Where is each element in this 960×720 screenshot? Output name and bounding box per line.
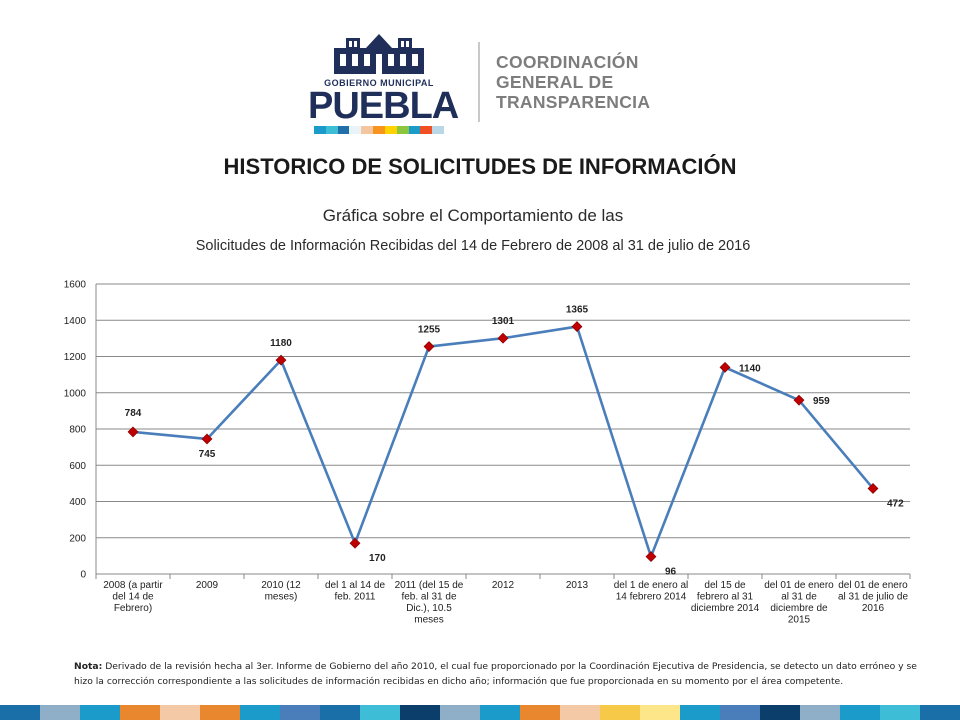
data-point	[275, 354, 287, 366]
org-name-line: COORDINACIÓN	[496, 52, 639, 72]
color-bar-segment	[320, 705, 360, 720]
data-label: 1365	[566, 305, 589, 316]
x-tick-label: 2008 (a partir del 14 de Febrero)	[103, 580, 163, 614]
data-label: 96	[665, 567, 677, 578]
color-bar-segment	[80, 705, 120, 720]
color-bar-segment	[760, 705, 800, 720]
logo-stripe	[314, 126, 326, 134]
data-label: 1140	[739, 363, 761, 374]
y-tick-label: 400	[69, 497, 86, 508]
page-title: HISTORICO DE SOLICITUDES DE INFORMACIÓN	[223, 154, 737, 179]
data-point	[127, 426, 139, 438]
logo-color-stripes	[314, 126, 444, 134]
data-label: 745	[199, 449, 216, 460]
color-bar-segment	[880, 705, 920, 720]
color-bar-segment	[200, 705, 240, 720]
color-bar-segment	[600, 705, 640, 720]
color-bar-segment	[400, 705, 440, 720]
logo-stripe	[420, 126, 433, 134]
color-bar-segment	[480, 705, 520, 720]
data-label: 959	[813, 396, 830, 407]
logo-stripe	[432, 126, 444, 134]
chart-title: Gráfica sobre el Comportamiento de las	[322, 206, 624, 225]
y-tick-label: 1600	[64, 280, 87, 291]
logo-city-name: PUEBLA	[308, 85, 459, 127]
logo-stripe	[384, 126, 397, 134]
logo-stripe	[396, 126, 409, 134]
color-bar-segment	[800, 705, 840, 720]
color-bar-segment	[640, 705, 680, 720]
x-tick-label: 2009	[196, 580, 219, 591]
y-tick-label: 1400	[64, 316, 87, 327]
x-tick-label: del 1 de enero al 14 febrero 2014	[614, 580, 689, 603]
x-tick-label: 2011 (del 15 de feb. al 31 de Dic.), 10.5 m…	[395, 580, 464, 626]
data-point	[349, 537, 361, 549]
footnote-text: Derivado de la revisión hecha al 3er. In…	[74, 661, 917, 687]
color-bar-segment	[360, 705, 400, 720]
decorative-color-bar	[0, 705, 960, 720]
y-tick-label: 200	[69, 533, 86, 544]
color-bar-segment	[120, 705, 160, 720]
logo-stripe	[361, 126, 374, 134]
header: GOBIERNO MUNICIPAL PUEBLA COORDINACIÓN G…	[0, 28, 960, 140]
color-bar-segment	[160, 705, 200, 720]
y-tick-label: 0	[80, 570, 86, 581]
data-label: 784	[125, 408, 142, 419]
x-tick-label: 2013	[566, 580, 589, 591]
series-line	[132, 325, 874, 558]
footnote-label: Nota:	[74, 661, 103, 672]
x-tick-label: del 15 de febrero al 31 diciembre 2014	[691, 580, 760, 614]
color-bar-segment	[520, 705, 560, 720]
logo-stripe	[349, 126, 362, 134]
data-label: 1301	[492, 316, 515, 327]
data-point	[867, 483, 879, 494]
logo-stripe	[325, 126, 338, 134]
y-tick-label: 1200	[64, 352, 87, 363]
x-tick-label: del 1 al 14 de feb. 2011	[325, 580, 385, 603]
color-bar-segment	[840, 705, 880, 720]
color-bar-segment	[720, 705, 760, 720]
y-tick-label: 600	[69, 461, 86, 472]
data-label: 170	[369, 553, 386, 564]
data-point	[719, 361, 731, 373]
color-bar-segment	[0, 705, 40, 720]
x-tick-label: 2012	[492, 580, 515, 591]
data-label: 1180	[270, 338, 292, 349]
data-point	[497, 332, 509, 344]
org-name: COORDINACIÓN GENERAL DE TRANSPARENCIA	[496, 52, 650, 112]
color-bar-segment	[440, 705, 480, 720]
data-point	[793, 394, 805, 406]
logo-stripe	[373, 126, 385, 134]
data-label: 1255	[418, 325, 441, 336]
x-tick-label: del 01 de enero al 31 de julio de 2016	[838, 580, 908, 614]
color-bar-segment	[240, 705, 280, 720]
data-label: 472	[887, 498, 904, 509]
data-point	[201, 433, 213, 445]
y-tick-label: 1000	[64, 388, 87, 399]
y-tick-label: 800	[69, 425, 86, 436]
color-bar-segment	[680, 705, 720, 720]
logo-small-text: GOBIERNO MUNICIPAL	[324, 78, 434, 88]
x-tick-label: 2010 (12 meses)	[261, 580, 301, 603]
x-tick-label: del 01 de enero al 31 de diciembre de 2015	[764, 580, 834, 626]
footnote: Nota: Derivado de la revisión hecha al 3…	[74, 659, 924, 689]
org-name-line: TRANSPARENCIA	[496, 92, 651, 112]
logo-stripe	[408, 126, 421, 134]
color-bar-segment	[40, 705, 80, 720]
data-point	[571, 321, 583, 333]
logo-stripe	[337, 126, 350, 134]
data-point	[645, 551, 657, 563]
color-bar-segment	[920, 705, 960, 720]
org-name-line: GENERAL DE	[496, 72, 614, 92]
puebla-logo: GOBIERNO MUNICIPAL PUEBLA	[308, 32, 459, 136]
color-bar-segment	[280, 705, 320, 720]
header-divider	[478, 42, 480, 122]
data-point	[423, 341, 435, 352]
building-icon	[334, 34, 424, 74]
chart-subtitle: Solicitudes de Información Recibidas del…	[195, 238, 751, 254]
color-bar-segment	[560, 705, 600, 720]
